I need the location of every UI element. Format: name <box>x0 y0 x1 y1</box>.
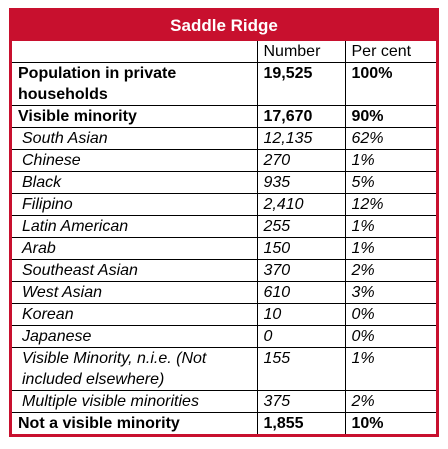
percent-cell: 1% <box>344 215 436 238</box>
row-label: Latin American <box>12 215 258 238</box>
table-row: Visible minority 17,670 90% <box>12 105 436 128</box>
table-row: Arab 150 1% <box>12 237 436 260</box>
table-row: Southeast Asian 370 2% <box>12 259 436 282</box>
table-frame: Saddle Ridge Number Per cent Population … <box>9 8 439 437</box>
table-row: Visible Minority, n.i.e. (Not included e… <box>12 347 436 391</box>
percent-cell: 100% <box>344 62 436 106</box>
table-row: Chinese 270 1% <box>12 149 436 172</box>
number-cell: 19,525 <box>256 62 346 106</box>
header-row: Number Per cent <box>12 41 436 63</box>
number-cell: 935 <box>256 171 346 194</box>
row-label: Filipino <box>12 193 258 216</box>
number-cell: 155 <box>256 347 346 391</box>
percent-cell: 10% <box>344 412 436 434</box>
number-cell: 150 <box>256 237 346 260</box>
number-cell: 255 <box>256 215 346 238</box>
percent-cell: 0% <box>344 303 436 326</box>
row-label: Black <box>12 171 258 194</box>
number-cell: 12,135 <box>256 127 346 150</box>
row-label: South Asian <box>12 127 258 150</box>
table-row: West Asian 610 3% <box>12 281 436 304</box>
table-row: Filipino 2,410 12% <box>12 193 436 216</box>
row-label: Population in private households <box>12 62 258 106</box>
percent-cell: 1% <box>344 347 436 391</box>
table-row: South Asian 12,135 62% <box>12 127 436 150</box>
percent-cell: 5% <box>344 171 436 194</box>
percent-cell: 2% <box>344 259 436 282</box>
percent-cell: 12% <box>344 193 436 216</box>
header-cell <box>12 41 258 63</box>
table-title: Saddle Ridge <box>12 11 436 41</box>
percent-cell: 0% <box>344 325 436 348</box>
percent-cell: 1% <box>344 237 436 260</box>
row-label: Visible Minority, n.i.e. (Not included e… <box>12 347 258 391</box>
row-label: West Asian <box>12 281 258 304</box>
percent-cell: 90% <box>344 105 436 128</box>
row-label: Arab <box>12 237 258 260</box>
number-cell: 17,670 <box>256 105 346 128</box>
percent-cell: 62% <box>344 127 436 150</box>
row-label: Not a visible minority <box>12 412 258 434</box>
number-cell: 1,855 <box>256 412 346 434</box>
number-cell: 0 <box>256 325 346 348</box>
row-label: Japanese <box>12 325 258 348</box>
table-row: Japanese 0 0% <box>12 325 436 348</box>
percent-cell: 3% <box>344 281 436 304</box>
table: Number Per cent Population in private ho… <box>12 41 436 434</box>
table-row: Latin American 255 1% <box>12 215 436 238</box>
number-cell: 610 <box>256 281 346 304</box>
number-cell: 375 <box>256 390 346 413</box>
row-label: Multiple visible minorities <box>12 390 258 413</box>
percent-cell: 2% <box>344 390 436 413</box>
table-row: Black 935 5% <box>12 171 436 194</box>
number-cell: 270 <box>256 149 346 172</box>
table-row: Korean 10 0% <box>12 303 436 326</box>
table-row: Multiple visible minorities 375 2% <box>12 390 436 413</box>
row-label: Chinese <box>12 149 258 172</box>
number-cell: 2,410 <box>256 193 346 216</box>
header-cell: Per cent <box>344 41 436 63</box>
table-row: Not a visible minority 1,855 10% <box>12 412 436 434</box>
table-row: Population in private households 19,525 10… <box>12 62 436 106</box>
number-cell: 10 <box>256 303 346 326</box>
percent-cell: 1% <box>344 149 436 172</box>
row-label: Korean <box>12 303 258 326</box>
row-label: Visible minority <box>12 105 258 128</box>
row-label: Southeast Asian <box>12 259 258 282</box>
number-cell: 370 <box>256 259 346 282</box>
header-cell: Number <box>256 41 346 63</box>
